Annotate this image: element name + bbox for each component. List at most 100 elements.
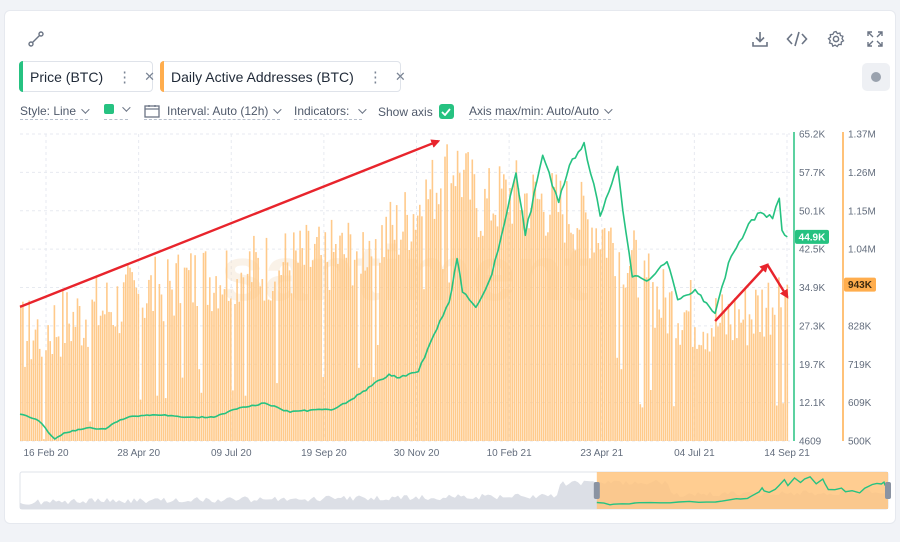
axis-maxmin-selector[interactable]: Axis max/min: Auto/Auto	[469, 104, 613, 118]
addresses-bar	[431, 159, 434, 441]
addresses-bar	[599, 249, 602, 441]
fullscreen-icon[interactable]	[867, 31, 883, 47]
addresses-bar	[555, 174, 558, 441]
addresses-bar	[477, 237, 480, 441]
navigator-handle-right[interactable]	[885, 482, 891, 499]
price-axis-tick-label: 4609	[799, 437, 822, 448]
addresses-bar	[526, 193, 528, 441]
addresses-bar	[244, 395, 247, 441]
addresses-bar	[337, 263, 339, 441]
addresses-bar	[148, 279, 150, 441]
addresses-bar	[301, 248, 303, 441]
addresses-bar	[173, 315, 175, 441]
addresses-bar	[316, 237, 318, 441]
addresses-axis-tick-label: 1.04M	[848, 245, 876, 256]
gear-icon[interactable]	[827, 30, 845, 48]
code-icon[interactable]	[786, 30, 808, 48]
addresses-bar	[475, 208, 478, 441]
addresses-bar	[658, 309, 660, 441]
addresses-bar	[55, 337, 58, 441]
addresses-bar	[80, 345, 83, 441]
addresses-bar	[696, 348, 698, 441]
indicators-label: Indicators:	[294, 104, 350, 118]
addresses-bars	[20, 144, 789, 442]
addresses-bar	[757, 295, 759, 441]
addresses-bar	[234, 304, 236, 441]
annotation-arrow	[714, 263, 769, 322]
addresses-bar	[274, 281, 276, 441]
addresses-bar	[410, 241, 413, 441]
price-axis-tick-label: 27.3K	[799, 321, 825, 332]
addresses-bar	[246, 273, 249, 441]
addresses-bar	[412, 214, 415, 441]
addresses-bar	[694, 327, 696, 441]
download-icon[interactable]	[751, 30, 769, 48]
addresses-bar	[219, 285, 222, 441]
addresses-bar	[267, 299, 270, 441]
style-selector[interactable]: Style: Line	[20, 104, 90, 118]
addresses-bar	[358, 367, 360, 441]
addresses-bar	[135, 287, 138, 441]
addresses-bar	[450, 183, 453, 441]
addresses-bar	[589, 258, 591, 441]
metric-chip-daily-active-addresses[interactable]: Daily Active Addresses (BTC) ⋮ ✕	[160, 61, 406, 92]
addresses-bar	[486, 198, 488, 441]
more-icon[interactable]: ⋮	[367, 68, 383, 86]
addresses-axis-tick-label: 719K	[848, 360, 872, 371]
addresses-bar	[574, 250, 576, 441]
addresses-bar	[673, 406, 675, 441]
addresses-bar	[335, 244, 337, 441]
show-axis-toggle[interactable]: Show axis	[378, 104, 454, 119]
interval-selector[interactable]: Interval: Auto (12h)	[144, 104, 283, 118]
addresses-bar	[70, 341, 72, 441]
addresses-bar	[314, 243, 316, 441]
addresses-bar	[265, 237, 268, 441]
addresses-bar	[666, 333, 669, 441]
addresses-bar	[395, 205, 398, 441]
addresses-bar	[419, 204, 421, 441]
checkbox-checked-icon[interactable]	[438, 104, 454, 119]
addresses-bar	[204, 251, 207, 441]
addresses-bar	[51, 354, 54, 441]
navigator-handle-left[interactable]	[593, 482, 600, 499]
addresses-bar	[282, 262, 285, 441]
addresses-bar	[616, 357, 618, 441]
addresses-bar	[643, 260, 646, 441]
metric-color-bar	[19, 61, 23, 92]
addresses-bar	[190, 253, 192, 441]
color-selector[interactable]	[104, 103, 131, 114]
addresses-bar	[120, 321, 123, 441]
connect-icon[interactable]	[28, 31, 44, 47]
close-icon[interactable]: ✕	[144, 68, 156, 84]
addresses-bar	[263, 300, 266, 441]
addresses-bar	[721, 294, 723, 441]
addresses-bar	[32, 340, 35, 441]
addresses-bar	[692, 346, 694, 441]
axes: 65.2K 57.7K 50.1K 42.5K 34.9K 27.3K 19.7K 12.1K…	[23, 130, 876, 459]
addresses-bar	[381, 225, 383, 441]
addresses-bar	[57, 336, 60, 441]
navigator[interactable]	[19, 471, 891, 510]
more-icon[interactable]: ⋮	[117, 68, 133, 86]
addresses-bar	[41, 356, 43, 441]
show-axis-label: Show axis	[378, 104, 433, 119]
addresses-bar	[284, 233, 287, 441]
addresses-bar	[484, 188, 486, 441]
addresses-bar	[742, 319, 744, 441]
addresses-bar	[269, 300, 272, 441]
metric-chip-price[interactable]: Price (BTC) ⋮ ✕	[19, 61, 156, 92]
metric-label: Daily Active Addresses (BTC)	[171, 68, 354, 85]
interval-label: Interval: Auto (12h)	[167, 104, 269, 118]
addresses-bar	[114, 326, 117, 441]
addresses-bar	[698, 344, 700, 441]
addresses-bar	[290, 293, 293, 441]
addresses-bar	[91, 299, 93, 441]
x-axis-tick-label: 23 Apr 21	[580, 448, 623, 459]
addresses-bar	[297, 262, 299, 441]
addresses-bar	[162, 321, 165, 441]
record-button[interactable]	[862, 63, 890, 91]
indicators-selector[interactable]: Indicators:	[294, 104, 368, 118]
close-icon[interactable]: ✕	[394, 68, 406, 84]
addresses-bar	[740, 322, 742, 441]
